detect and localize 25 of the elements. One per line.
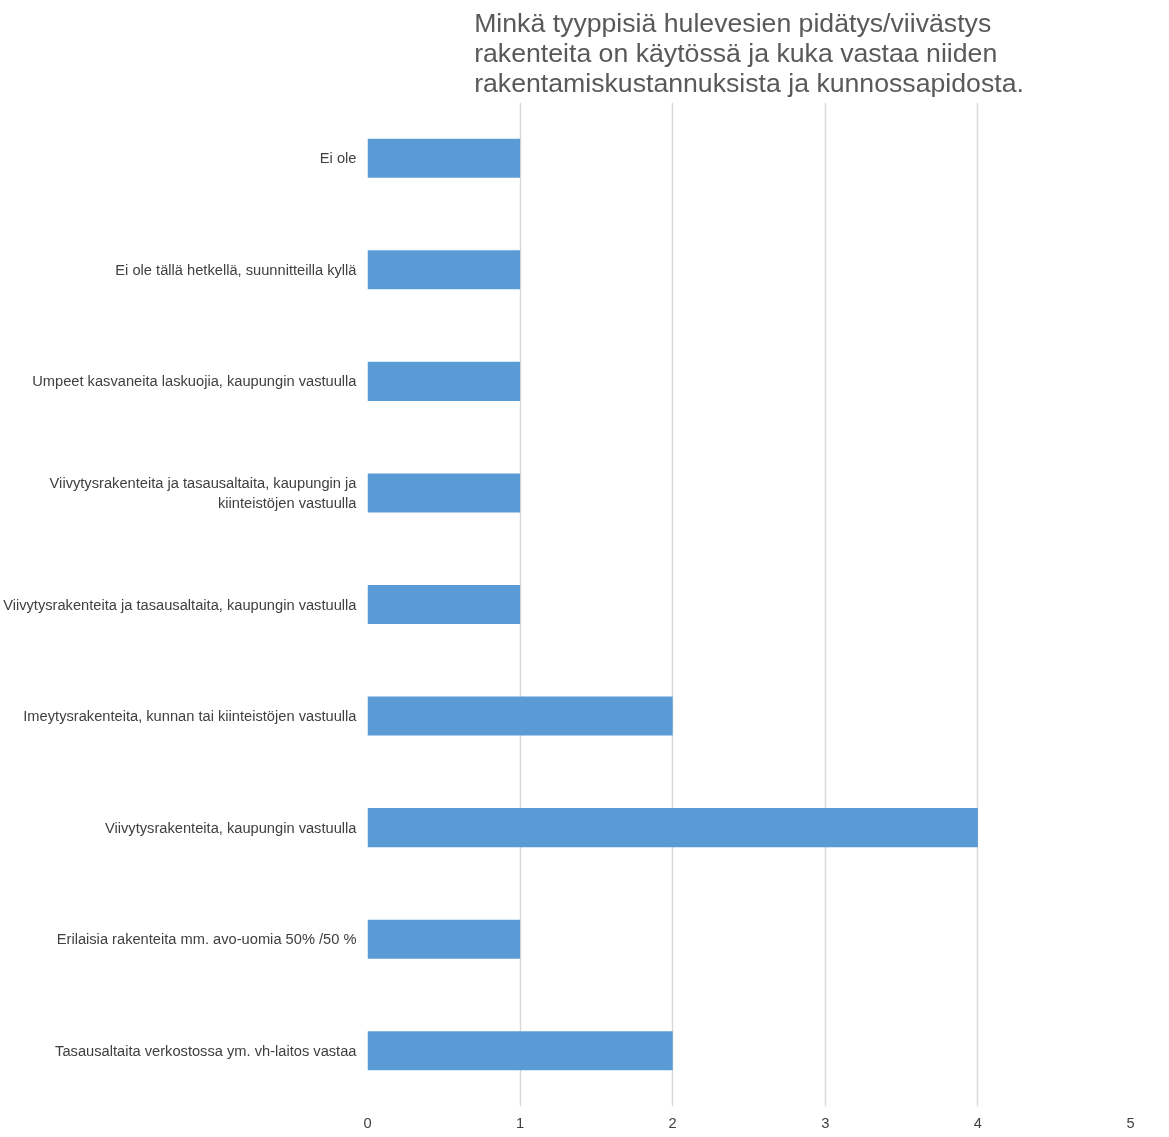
x-tick-label: 3 [821,1114,830,1131]
y-tick-label: Ei ole [319,150,357,167]
y-tick-label: Viivytysrakenteita ja tasausaltaita, kaupungin vastuulla [3,596,358,613]
chart-title: Minkä tyyppisiä hulevesien pidätys/viivästys rakenteita on käytössä ja kuka vastaa niiden rakentamiskustannuksista ja kunnossapidosta. [474,7,1024,98]
bar [367,919,521,959]
bar [367,473,521,513]
y-tick-label: Imeytysrakenteita, kunnan tai kiinteistöjen vastuulla [23,708,358,725]
y-tick-label: Viivytysrakenteita ja tasausaltaita, kaupungin ja kiinteistöjen vastuulla [49,475,358,511]
bar [367,808,978,848]
y-tick-label: Ei ole tällä hetkellä, suunnitteilla kyllä [115,261,358,278]
y-tick-label: Viivytysrakenteita, kaupungin vastuulla [105,819,358,836]
x-tick-label: 2 [668,1114,677,1131]
y-tick-label: Tasausaltaita verkostossa ym. vh-laitos vastaa [55,1042,358,1059]
y-tick-label: Erilaisia rakenteita mm. avo-uomia 50% /50 % [56,931,357,948]
bar [367,584,521,625]
bar [367,1031,673,1071]
bar [367,361,521,401]
x-tick-label: 5 [1126,1114,1135,1131]
x-tick-label: 1 [516,1114,525,1131]
x-tick-label: 0 [363,1114,372,1131]
x-tick-label: 4 [973,1114,982,1131]
bar [367,138,521,178]
bar [367,696,673,736]
bar [367,250,521,290]
y-tick-label: Umpeet kasvaneita laskuojia, kaupungin vastuulla [32,373,358,390]
